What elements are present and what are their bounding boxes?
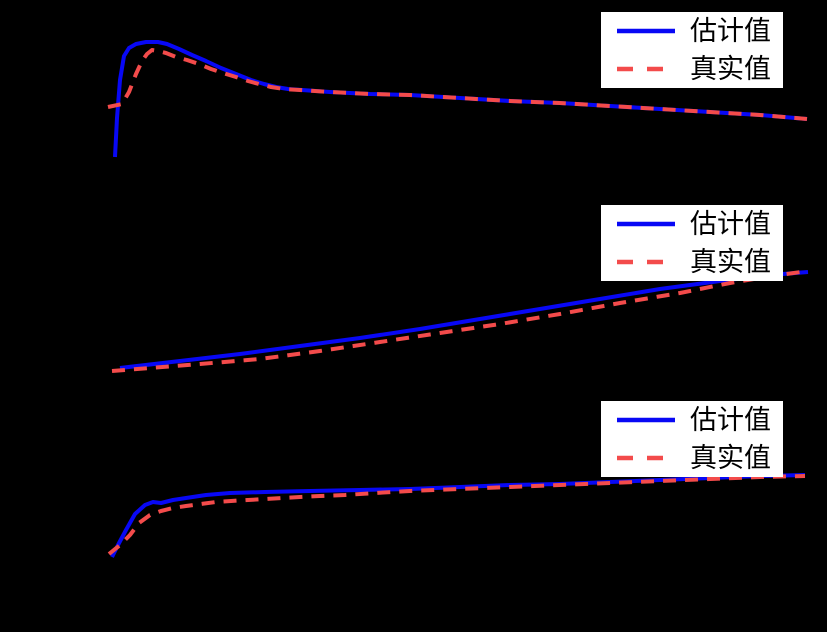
truth-legend-label: 真实值 — [690, 246, 771, 278]
estimate-line-swatch — [617, 221, 675, 227]
chart2-legend: 估计值 真实值 — [601, 205, 783, 281]
estimate-legend-label: 估计值 — [690, 404, 771, 436]
legend-row-estimate: 估计值 — [615, 207, 777, 241]
legend-row-truth: 真实值 — [615, 245, 777, 279]
estimate-legend-label: 估计值 — [690, 208, 771, 240]
truth-line-swatch — [617, 455, 675, 461]
chart1-lines — [107, 40, 808, 158]
chart2-truth-line — [111, 269, 809, 373]
truth-legend-label: 真实值 — [690, 53, 771, 85]
chart3-estimate-line — [110, 473, 806, 558]
chart2-lines — [111, 269, 809, 373]
legend-row-estimate: 估计值 — [615, 403, 777, 437]
truth-line-swatch — [617, 66, 675, 72]
estimate-line-swatch — [617, 28, 675, 34]
legend-row-truth: 真实值 — [615, 441, 777, 475]
legend-row-truth: 真实值 — [615, 52, 777, 86]
chart3-lines — [107, 473, 806, 558]
chart2-estimate-line — [119, 270, 809, 370]
chart1-truth-line — [107, 48, 808, 121]
estimate-line-swatch — [617, 417, 675, 423]
legend-row-estimate: 估计值 — [615, 14, 777, 48]
truth-legend-label: 真实值 — [690, 442, 771, 474]
estimate-legend-label: 估计值 — [690, 15, 771, 47]
chart3-legend: 估计值 真实值 — [601, 401, 783, 477]
chart1-legend: 估计值 真实值 — [601, 12, 783, 88]
truth-line-swatch — [617, 259, 675, 265]
